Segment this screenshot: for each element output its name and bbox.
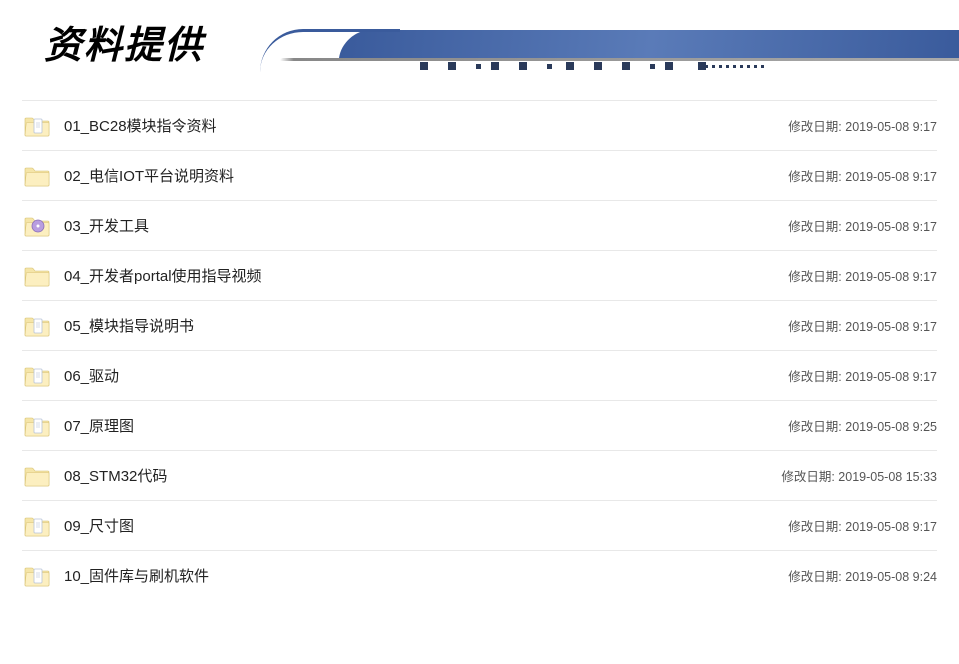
folder-name: 07_原理图 <box>64 415 788 436</box>
header-underline <box>280 58 959 61</box>
folder-icon <box>24 315 50 337</box>
folder-icon <box>24 415 50 437</box>
folder-name: 04_开发者portal使用指导视频 <box>64 265 788 286</box>
folder-row[interactable]: 01_BC28模块指令资料 修改日期: 2019-05-08 9:17 <box>22 100 937 150</box>
meta-value: 2019-05-08 9:17 <box>845 320 937 334</box>
folder-icon <box>24 465 50 487</box>
folder-row[interactable]: 03_开发工具 修改日期: 2019-05-08 9:17 <box>22 200 937 250</box>
meta-label: 修改日期: <box>788 520 845 534</box>
meta-label: 修改日期: <box>788 370 845 384</box>
folder-icon <box>24 165 50 187</box>
folder-modified-date: 修改日期: 2019-05-08 9:17 <box>788 166 937 185</box>
meta-value: 2019-05-08 15:33 <box>838 470 937 484</box>
folder-modified-date: 修改日期: 2019-05-08 9:17 <box>788 216 937 235</box>
header-squares-decor <box>420 62 959 78</box>
folder-name: 02_电信IOT平台说明资料 <box>64 165 788 186</box>
meta-label: 修改日期: <box>788 120 845 134</box>
meta-label: 修改日期: <box>788 270 845 284</box>
folder-modified-date: 修改日期: 2019-05-08 9:17 <box>788 116 937 135</box>
folder-row[interactable]: 06_驱动 修改日期: 2019-05-08 9:17 <box>22 350 937 400</box>
folder-name: 01_BC28模块指令资料 <box>64 115 788 136</box>
folder-name: 06_驱动 <box>64 365 788 386</box>
meta-value: 2019-05-08 9:17 <box>845 370 937 384</box>
folder-row[interactable]: 10_固件库与刷机软件 修改日期: 2019-05-08 9:24 <box>22 550 937 600</box>
folder-modified-date: 修改日期: 2019-05-08 9:25 <box>788 416 937 435</box>
meta-value: 2019-05-08 9:24 <box>845 570 937 584</box>
meta-value: 2019-05-08 9:25 <box>845 420 937 434</box>
meta-value: 2019-05-08 9:17 <box>845 220 937 234</box>
meta-label: 修改日期: <box>788 170 845 184</box>
meta-value: 2019-05-08 9:17 <box>845 270 937 284</box>
folder-icon <box>24 265 50 287</box>
folder-name: 03_开发工具 <box>64 215 788 236</box>
folder-row[interactable]: 04_开发者portal使用指导视频 修改日期: 2019-05-08 9:17 <box>22 250 937 300</box>
folder-row[interactable]: 09_尺寸图 修改日期: 2019-05-08 9:17 <box>22 500 937 550</box>
folder-list: 01_BC28模块指令资料 修改日期: 2019-05-08 9:17 02_电… <box>0 90 959 630</box>
folder-icon <box>24 565 50 587</box>
folder-modified-date: 修改日期: 2019-05-08 9:17 <box>788 316 937 335</box>
folder-modified-date: 修改日期: 2019-05-08 9:24 <box>788 566 937 585</box>
folder-icon <box>24 215 50 237</box>
meta-label: 修改日期: <box>781 470 838 484</box>
meta-label: 修改日期: <box>788 220 845 234</box>
meta-value: 2019-05-08 9:17 <box>845 170 937 184</box>
folder-modified-date: 修改日期: 2019-05-08 15:33 <box>781 466 937 485</box>
meta-label: 修改日期: <box>788 420 845 434</box>
header-accent-band <box>339 30 959 58</box>
meta-label: 修改日期: <box>788 570 845 584</box>
folder-name: 05_模块指导说明书 <box>64 315 788 336</box>
meta-value: 2019-05-08 9:17 <box>845 520 937 534</box>
meta-value: 2019-05-08 9:17 <box>845 120 937 134</box>
folder-name: 08_STM32代码 <box>64 465 781 486</box>
folder-row[interactable]: 08_STM32代码 修改日期: 2019-05-08 15:33 <box>22 450 937 500</box>
meta-label: 修改日期: <box>788 320 845 334</box>
folder-modified-date: 修改日期: 2019-05-08 9:17 <box>788 366 937 385</box>
folder-icon <box>24 515 50 537</box>
page-title: 资料提供 <box>44 14 204 69</box>
folder-icon <box>24 115 50 137</box>
folder-row[interactable]: 05_模块指导说明书 修改日期: 2019-05-08 9:17 <box>22 300 937 350</box>
folder-modified-date: 修改日期: 2019-05-08 9:17 <box>788 266 937 285</box>
folder-modified-date: 修改日期: 2019-05-08 9:17 <box>788 516 937 535</box>
folder-row[interactable]: 02_电信IOT平台说明资料 修改日期: 2019-05-08 9:17 <box>22 150 937 200</box>
header-banner: 资料提供 <box>0 0 959 90</box>
folder-row[interactable]: 07_原理图 修改日期: 2019-05-08 9:25 <box>22 400 937 450</box>
folder-icon <box>24 365 50 387</box>
folder-name: 10_固件库与刷机软件 <box>64 565 788 586</box>
folder-name: 09_尺寸图 <box>64 515 788 536</box>
